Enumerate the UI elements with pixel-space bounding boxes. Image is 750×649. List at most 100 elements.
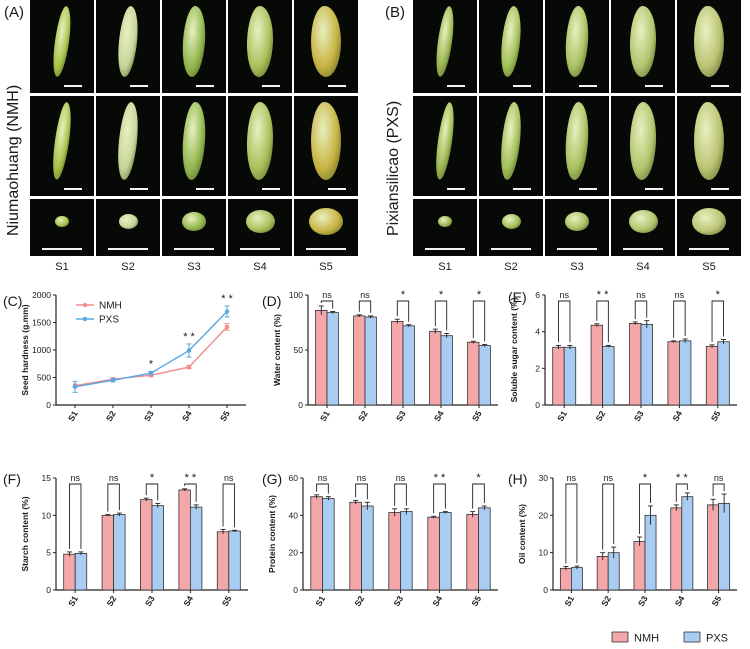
significance-bracket [184,483,197,502]
significance-bracket [557,300,571,343]
significance-bracket [639,483,651,534]
pod-image [311,6,341,77]
seed-image [245,209,275,234]
bar-nmh [670,507,683,591]
y-tick-label: 0 [46,585,51,595]
significance-mark: * [149,358,154,370]
chart-f: (F) 0 5 10 15 Starch content (%) S1 S2 S3 S4 S5 ns n… [3,471,248,608]
photo-nmh-r3-s3 [162,199,226,256]
bar-pxs [607,552,620,591]
scale-bar [196,188,214,190]
bar-pxs [571,567,583,591]
seed-image [501,213,521,230]
significance-bracket [472,300,486,342]
y-tick-label: 0 [543,585,548,595]
significance-mark: * [477,289,482,301]
scale-bar [711,188,729,190]
significance-bracket [396,300,410,322]
scale-bar [64,188,82,190]
bar-nmh [596,556,609,591]
photo-nmh-r3-s4 [228,199,292,256]
bar-pxs [640,323,653,406]
scale-bar [108,248,148,250]
bar-nmh [216,531,230,591]
x-tick-label: S3 [394,409,408,423]
y-axis-label: Seed hardness (g.mm) [20,304,30,395]
data-point-pxs [224,309,230,314]
bar-nmh [559,567,572,591]
x-tick-label: S1 [313,594,327,608]
seed-image [628,209,658,234]
y-tick-label: 10 [539,548,549,558]
data-point-pxs [148,370,154,376]
significance-mark: ns [357,473,367,483]
x-tick-label: S5 [469,594,483,608]
bar-pxs [400,511,413,591]
photo-pxs-r1-s2 [479,0,543,93]
photo-pxs-r2-s3 [545,96,609,196]
photo-pxs-r2-s2 [479,96,543,196]
stage-label-pxs-s1: S1 [438,261,452,273]
y-tick-label: 1000 [32,345,51,355]
legend-label-nmh: NMH [99,301,122,312]
bar-pxs [364,316,377,406]
significance-mark: ns [318,473,328,483]
y-tick-label: 0 [293,585,298,595]
bar-pxs [718,502,731,591]
significance-mark: * * [597,289,609,301]
panel-label-c: (C) [3,293,22,309]
photo-nmh-r2-s1 [30,96,94,196]
scale-bar [491,248,531,250]
bar-nmh [315,309,328,406]
y-tick-label: 1500 [32,318,51,328]
data-point-pxs [72,384,78,390]
stage-label-pxs-s4: S4 [636,261,650,273]
significance-mark: * * [185,472,197,484]
significance-mark: * * [434,472,446,484]
significance-bracket [434,300,448,331]
bar-nmh [388,512,401,591]
bar-pxs [679,340,692,406]
x-tick-label: S2 [352,594,366,608]
x-tick-label: S2 [104,594,118,608]
bar-nmh [101,514,115,591]
pod-image [311,102,341,180]
data-point-nmh [224,324,230,330]
y-axis-label: Protein content (%) [267,495,277,573]
significance-bracket [433,483,446,514]
y-tick-label: 0 [46,400,51,410]
photo-nmh-r2-s4 [228,96,292,196]
bar-nmh [629,323,642,406]
bar-pxs [681,496,694,591]
bar-nmh [707,504,719,591]
significance-mark: ns [224,473,234,483]
stage-label-pxs-s3: S3 [570,261,584,273]
y-tick-label: 30 [539,473,549,483]
x-tick-label: S4 [430,594,444,608]
photo-nmh-r1-s2 [96,0,160,93]
y-tick-label: 20 [289,548,299,558]
scale-bar [64,85,82,87]
bar-nmh [590,324,604,406]
bar-nmh [705,345,719,406]
pod-image [49,101,75,181]
bar-nmh [178,489,191,591]
pod-image [433,5,457,78]
bar-pxs [602,345,615,406]
bar-pxs [322,498,335,591]
scale-bar [447,188,465,190]
chart-d: (D) 0 50 100 Water content (%) S1 S2 S3 S4 S5 ns ns… [262,289,498,423]
bar-pxs [717,341,730,406]
bar-pxs [440,335,453,406]
x-tick-label: S3 [391,594,405,608]
y-tick-label: 60 [289,473,299,483]
x-tick-label: S5 [709,594,723,608]
photo-pxs-r3-s4 [611,199,675,256]
y-tick-label: 10 [42,510,52,520]
y-tick-label: 100 [289,290,303,300]
seed-image [55,215,69,228]
scale-bar [579,85,597,87]
panel-title-nmh: Niumaohuang (NMH) [5,84,22,236]
stage-label-nmh-s2: S2 [121,261,135,273]
y-tick-label: 15 [42,473,52,483]
